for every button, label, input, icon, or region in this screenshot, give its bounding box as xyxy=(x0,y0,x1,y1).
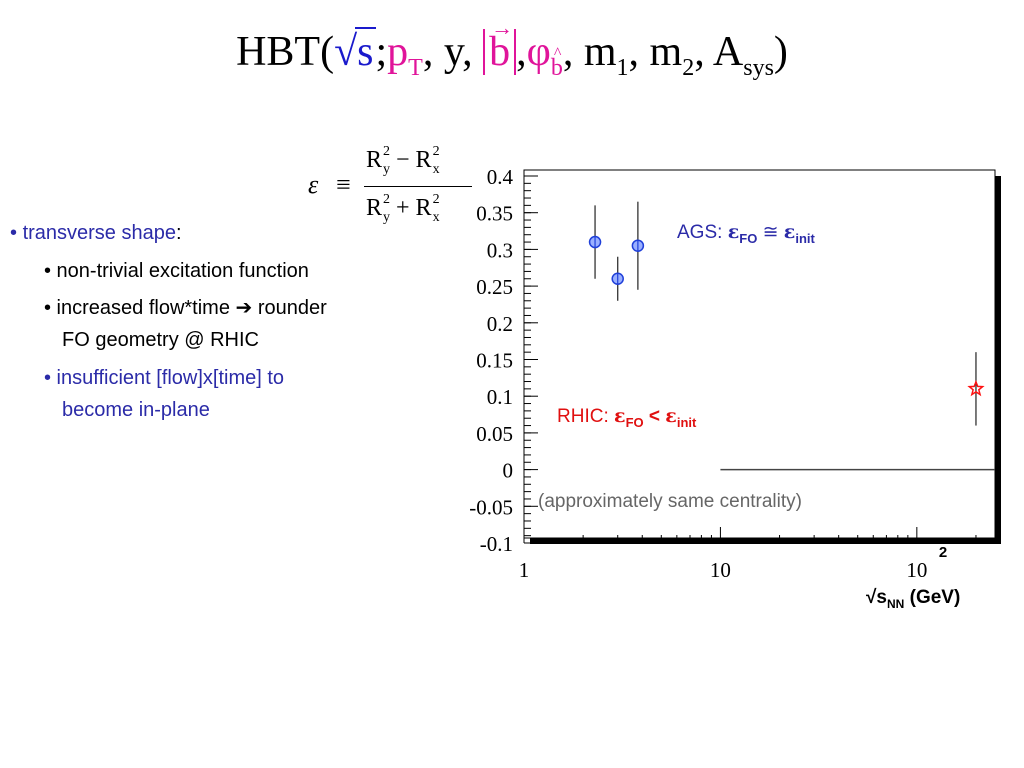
title-m1-sub: 1 xyxy=(616,55,629,81)
fraction-bar xyxy=(364,186,472,187)
y-tick-label: 0.3 xyxy=(487,238,513,262)
y-tick-label: 0.2 xyxy=(487,312,513,336)
y-tick-label: 0.1 xyxy=(487,385,513,409)
y-tick-label: 0.05 xyxy=(476,422,513,446)
bullet-insufficient-1: • insufficient [flow]x[time] to xyxy=(44,367,285,389)
rhic-annotation: RHIC: εFO < εinit xyxy=(557,405,697,430)
title-comma: , xyxy=(516,29,527,75)
title-pt: p xyxy=(387,29,409,75)
ags-annotation: AGS: εFO ≅ εinit xyxy=(677,221,816,246)
title-m2: , m xyxy=(628,29,683,75)
plot-frame xyxy=(523,169,996,539)
title-lead: HBT( xyxy=(236,29,335,75)
title-y: , y, xyxy=(422,29,473,75)
eccentricity-formula: ε ≡ R2y − R2x R2y + R2x xyxy=(308,140,478,230)
rhic-data-point xyxy=(967,379,985,397)
title-a-sub: sys xyxy=(743,55,774,81)
title-phi: φ xyxy=(526,29,551,75)
formula-equiv: ≡ xyxy=(336,170,351,199)
title-sep: ; xyxy=(375,29,388,75)
formula-numerator: R2y − R2x xyxy=(366,144,440,177)
title-m2-sub: 2 xyxy=(682,55,695,81)
title-close: ) xyxy=(773,29,788,75)
y-tick-labels: 0.4 0.35 0.3 0.25 0.2 0.15 0.1 0.05 0 -0.05 -0.1 xyxy=(469,165,513,556)
y-tick-label: 0.25 xyxy=(476,275,513,299)
x-tick-labels: 1 10 10 2 xyxy=(519,544,947,582)
centrality-note: (approximately same centrality) xyxy=(538,491,802,512)
x-tick-exponent: 2 xyxy=(939,544,947,561)
formula-denominator: R2y + R2x xyxy=(366,192,440,225)
title-b-vector: b xyxy=(489,0,513,82)
sqrt-arg: s xyxy=(355,27,376,75)
y-tick-label: 0 xyxy=(503,459,514,483)
y-tick-label: 0.4 xyxy=(487,165,514,189)
y-tick-label: 0.35 xyxy=(476,202,513,226)
title-m1: , m xyxy=(562,29,617,75)
title-abs-b: b xyxy=(483,0,517,75)
x-axis-label: √sNN (GeV) xyxy=(866,587,960,611)
y-tick-label: -0.05 xyxy=(469,495,513,519)
bullet-excitation: • non-trivial excitation function xyxy=(44,260,309,282)
sqrt-s: √s xyxy=(334,27,376,75)
data-points xyxy=(588,201,985,426)
title-a: , A xyxy=(694,29,744,75)
axis-ticks xyxy=(523,175,977,544)
bullet-flow-time-1: • increased flow*time ➔ rounder xyxy=(44,297,327,319)
bullet-insufficient-2: become in-plane xyxy=(62,399,210,421)
bullet-transverse-shape: • transverse shape: xyxy=(10,222,182,244)
y-tick-label: 0.15 xyxy=(476,349,513,373)
x-tick-label: 1 xyxy=(519,558,530,582)
bullet-flow-time-2: FO geometry @ RHIC xyxy=(62,329,260,351)
title-phi-sub: b xyxy=(551,24,563,98)
page-title: HBT(√s;pT, y, b,φb, m1, m2, Asys) xyxy=(0,0,1024,98)
x-tick-label: 10 xyxy=(710,558,731,582)
y-tick-label: -0.1 xyxy=(480,532,513,556)
formula-epsilon: ε xyxy=(308,170,319,199)
x-tick-label: 10 xyxy=(906,558,927,582)
title-pt-sub: T xyxy=(408,55,423,81)
